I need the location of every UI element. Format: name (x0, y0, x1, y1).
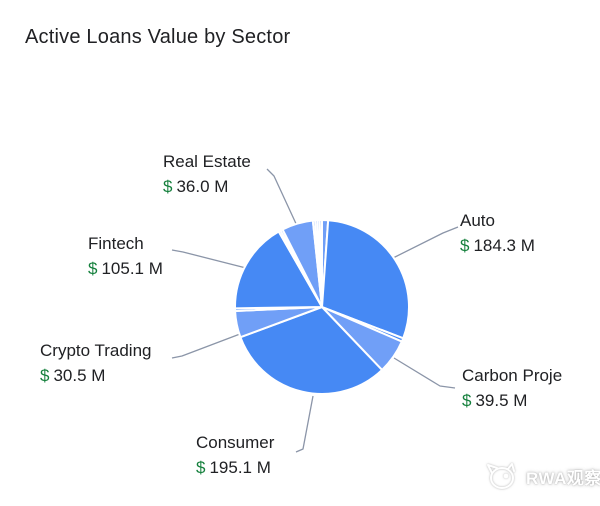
sector-amount: 36.0 M (176, 177, 229, 196)
leader-line-auto (392, 226, 459, 259)
pie-slices (234, 218, 410, 395)
callout-consumer: Consumer $195.1 M (196, 430, 274, 480)
leader-line-consumer (295, 395, 314, 453)
pie-slice-auto[interactable] (321, 219, 410, 340)
pie-slice-consumer[interactable] (239, 306, 384, 395)
callout-carbon: Carbon Proje $39.5 M (462, 363, 562, 413)
sector-value: $195.1 M (196, 455, 274, 480)
currency-symbol: $ (40, 366, 50, 385)
callout-auto: Auto $184.3 M (460, 208, 535, 258)
sector-amount: 105.1 M (101, 259, 163, 278)
currency-symbol: $ (462, 391, 472, 410)
chart-title: Active Loans Value by Sector (25, 26, 291, 48)
currency-symbol: $ (163, 177, 173, 196)
leader-lines (171, 168, 459, 453)
currency-symbol: $ (196, 458, 206, 477)
sector-value: $30.5 M (40, 363, 152, 388)
leader-line-real-estate (266, 168, 299, 229)
sector-value: $105.1 M (88, 256, 163, 281)
pie-slice-fintech[interactable] (234, 230, 323, 310)
sector-label: Auto (460, 211, 495, 230)
sector-label: Consumer (196, 433, 275, 452)
currency-symbol: $ (88, 259, 98, 278)
callout-real-estate: Real Estate $36.0 M (163, 149, 251, 199)
sector-value: $39.5 M (462, 388, 562, 413)
sector-amount: 30.5 M (53, 366, 106, 385)
leader-line-carbon (393, 357, 456, 389)
leader-line-fintech (171, 249, 247, 269)
sector-label: Fintech (88, 234, 144, 253)
watermark-logo-icon (487, 463, 515, 489)
watermark: RWA观察 (484, 458, 600, 494)
pie-slice-small-14[interactable] (318, 218, 323, 308)
sector-label: Real Estate (163, 152, 251, 171)
callout-fintech: Fintech $105.1 M (88, 231, 163, 281)
sector-value: $184.3 M (460, 233, 535, 258)
currency-symbol: $ (460, 236, 470, 255)
sector-amount: 195.1 M (209, 458, 271, 477)
sector-amount: 39.5 M (475, 391, 528, 410)
leader-line-crypto-trading (171, 333, 241, 359)
callout-crypto-trading: Crypto Trading $30.5 M (40, 338, 152, 388)
watermark-text: RWA观察 (526, 468, 600, 488)
sector-value: $36.0 M (163, 174, 251, 199)
sector-label: Crypto Trading (40, 341, 152, 360)
sector-amount: 184.3 M (473, 236, 535, 255)
sector-label: Carbon Proje (462, 366, 563, 385)
